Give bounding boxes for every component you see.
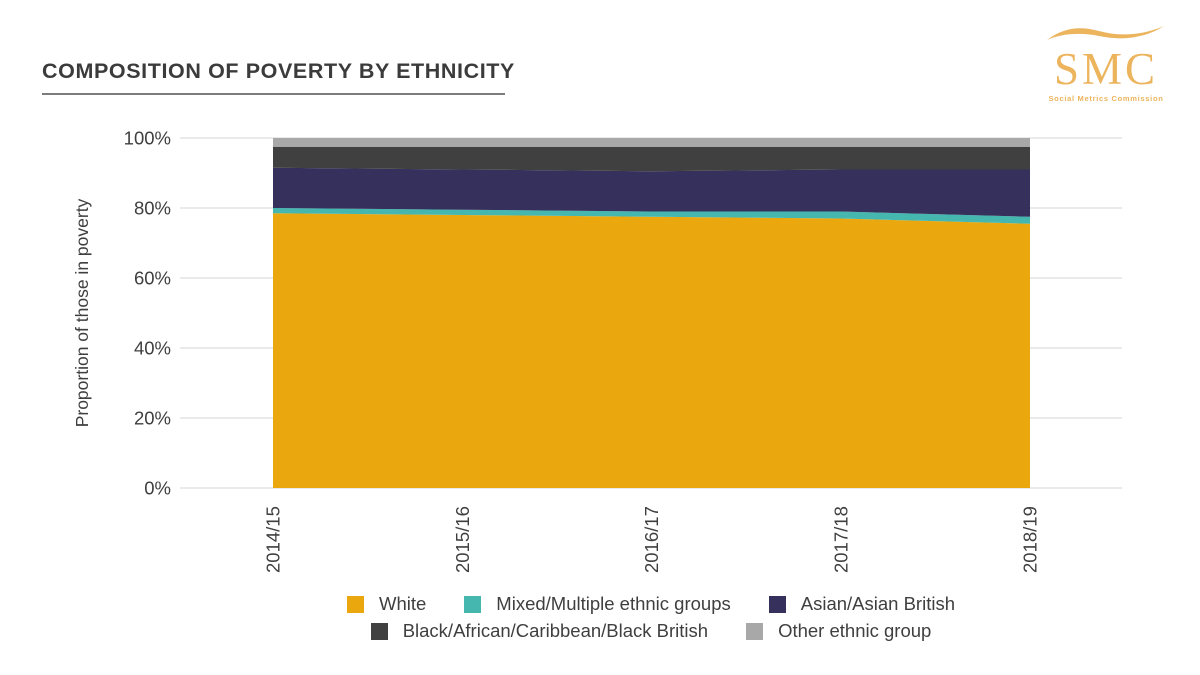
legend-row: White Mixed/Multiple ethnic groups Asian/A…: [180, 593, 1122, 615]
y-tick-label: 40%: [134, 338, 171, 359]
title-underline: [42, 93, 505, 95]
legend-row: Black/African/Caribbean/Black British Oth…: [180, 620, 1122, 642]
y-tick-label: 0%: [144, 478, 171, 499]
x-tick-label: 2017/18: [830, 506, 851, 573]
x-tick-label: 2014/15: [263, 506, 284, 573]
logo-acronym: SMC: [1053, 44, 1159, 94]
area-series-mixed-multiple-ethnic-groups: [273, 208, 1030, 224]
chart-legend: White Mixed/Multiple ethnic groups Asian/A…: [180, 593, 1122, 642]
legend-item-mixed-multiple-ethnic-groups: Mixed/Multiple ethnic groups: [464, 593, 731, 615]
legend-label: Other ethnic group: [778, 620, 932, 641]
x-tick-label: 2015/16: [452, 506, 473, 573]
legend-label: Mixed/Multiple ethnic groups: [496, 593, 731, 614]
y-tick-label: 100%: [124, 128, 171, 149]
logo-swoosh-icon: [1047, 26, 1164, 40]
legend-swatch-icon: [768, 595, 786, 613]
y-axis-title: Proportion of those in poverty: [72, 198, 92, 427]
page-title: COMPOSITION OF POVERTY BY ETHNICITY: [42, 59, 515, 83]
area-series-other-ethnic-group: [273, 138, 1030, 147]
legend-label: White: [379, 593, 427, 614]
x-tick-label: 2016/17: [641, 506, 662, 573]
legend-item-white: White: [347, 593, 426, 615]
y-tick-label: 60%: [134, 268, 171, 289]
legend-label: Black/African/Caribbean/Black British: [402, 620, 709, 641]
legend-swatch-icon: [370, 622, 388, 640]
y-tick-label: 20%: [134, 408, 171, 429]
legend-item-asian-asian-british: Asian/Asian British: [768, 593, 955, 615]
area-series-black-african-caribbean-black-british: [273, 146, 1030, 172]
legend-swatch-icon: [746, 622, 764, 640]
legend-item-black-african-caribbean-black-british: Black/African/Caribbean/Black British: [370, 620, 709, 642]
legend-item-other-ethnic-group: Other ethnic group: [746, 620, 931, 642]
smc-logo: SMC Social Metrics Commission: [1046, 22, 1166, 103]
legend-label: Asian/Asian British: [800, 593, 955, 614]
x-tick-label: 2018/19: [1020, 506, 1041, 573]
area-series-asian-asian-british: [273, 167, 1030, 217]
legend-swatch-icon: [347, 595, 364, 613]
logo-subtitle: Social Metrics Commission: [1048, 94, 1164, 103]
y-tick-label: 80%: [134, 198, 171, 219]
area-series-white: [273, 213, 1030, 488]
legend-swatch-icon: [464, 595, 482, 613]
